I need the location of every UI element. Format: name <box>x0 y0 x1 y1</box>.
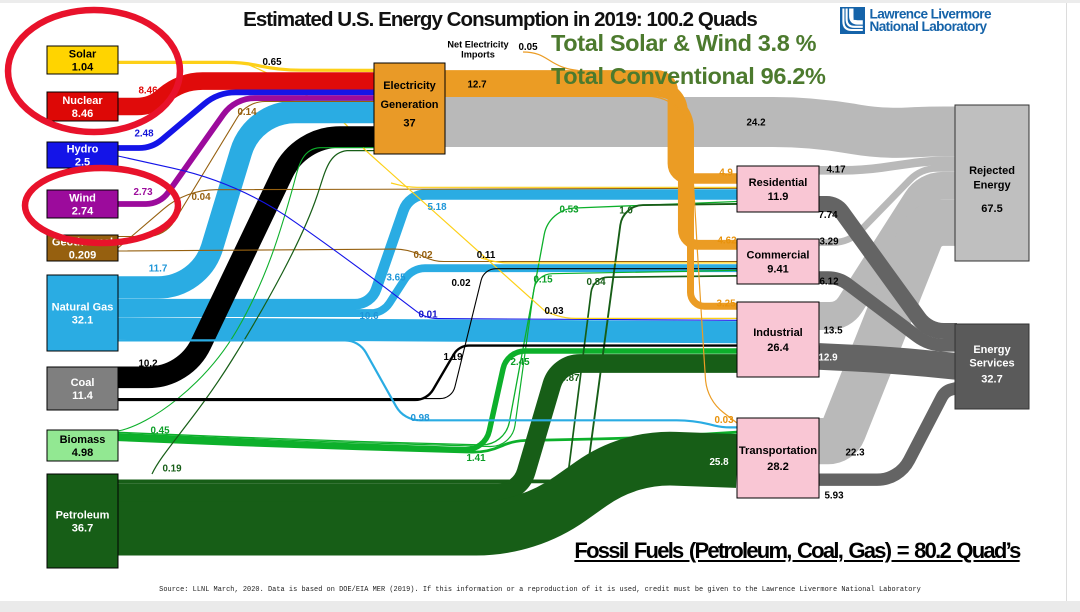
svg-text:4.9: 4.9 <box>719 167 733 178</box>
svg-text:Hydro: Hydro <box>67 143 99 155</box>
svg-text:0.02: 0.02 <box>413 250 433 261</box>
svg-text:2.73: 2.73 <box>133 187 153 198</box>
svg-text:0.14: 0.14 <box>237 107 257 118</box>
svg-text:13.5: 13.5 <box>823 325 843 336</box>
svg-text:5.93: 5.93 <box>824 490 844 501</box>
svg-text:8.87: 8.87 <box>560 373 580 384</box>
svg-text:10.6: 10.6 <box>359 311 379 322</box>
svg-text:Natural Gas: Natural Gas <box>52 301 114 313</box>
svg-text:1.04: 1.04 <box>72 61 94 73</box>
svg-text:22.3: 22.3 <box>845 447 865 458</box>
svg-text:0.03: 0.03 <box>544 306 564 317</box>
svg-text:12.9: 12.9 <box>818 352 838 363</box>
svg-text:0.84: 0.84 <box>586 277 606 288</box>
svg-text:2.5: 2.5 <box>75 156 90 168</box>
svg-text:0.01: 0.01 <box>418 309 438 320</box>
svg-text:Net Electricity: Net Electricity <box>447 40 509 50</box>
svg-text:0.19: 0.19 <box>162 463 182 474</box>
svg-text:0.02: 0.02 <box>451 278 471 289</box>
svg-text:1.41: 1.41 <box>466 453 486 464</box>
svg-text:0.05: 0.05 <box>518 42 538 53</box>
svg-text:Energy: Energy <box>973 344 1011 356</box>
svg-text:Lawrence Livermore: Lawrence Livermore <box>870 7 992 22</box>
svg-text:4.17: 4.17 <box>826 164 846 175</box>
svg-text:1.0: 1.0 <box>619 205 633 216</box>
svg-text:Coal: Coal <box>71 377 95 389</box>
svg-text:0.65: 0.65 <box>262 57 282 68</box>
svg-text:0.45: 0.45 <box>150 425 170 436</box>
svg-text:1.19: 1.19 <box>443 352 463 363</box>
svg-text:0.53: 0.53 <box>559 204 579 215</box>
svg-text:11.4: 11.4 <box>72 390 94 402</box>
svg-text:3.65: 3.65 <box>386 272 406 283</box>
svg-text:9.41: 9.41 <box>767 263 788 275</box>
svg-text:4.62: 4.62 <box>717 235 737 246</box>
svg-text:11.9: 11.9 <box>768 191 789 203</box>
svg-text:4.98: 4.98 <box>72 447 93 459</box>
svg-text:2.48: 2.48 <box>134 128 154 139</box>
svg-text:Generation: Generation <box>380 99 438 111</box>
svg-text:32.7: 32.7 <box>981 374 1002 386</box>
svg-text:Imports: Imports <box>461 50 495 60</box>
svg-text:5.18: 5.18 <box>427 202 447 213</box>
svg-text:24.2: 24.2 <box>746 117 766 128</box>
svg-text:3.29: 3.29 <box>819 236 839 247</box>
svg-text:36.7: 36.7 <box>72 522 93 534</box>
svg-text:0.11: 0.11 <box>477 250 496 261</box>
svg-text:2.74: 2.74 <box>72 205 94 217</box>
svg-text:8.46: 8.46 <box>72 108 93 120</box>
svg-text:Nuclear: Nuclear <box>62 95 103 107</box>
svg-text:Industrial: Industrial <box>753 327 803 339</box>
svg-text:32.1: 32.1 <box>72 314 93 326</box>
svg-text:Solar: Solar <box>69 48 97 60</box>
svg-text:Electricity: Electricity <box>383 80 436 92</box>
svg-text:Services: Services <box>969 358 1014 370</box>
svg-text:0.98: 0.98 <box>410 413 430 424</box>
svg-text:Petroleum: Petroleum <box>56 509 110 521</box>
svg-text:6.12: 6.12 <box>819 276 839 287</box>
svg-text:10.2: 10.2 <box>138 358 158 369</box>
svg-text:0.03: 0.03 <box>714 415 734 426</box>
svg-text:25.8: 25.8 <box>709 457 729 468</box>
svg-text:0.15: 0.15 <box>533 274 553 285</box>
svg-text:8.46: 8.46 <box>138 85 158 96</box>
svg-text:0.209: 0.209 <box>69 249 97 261</box>
svg-text:Rejected: Rejected <box>969 165 1015 177</box>
svg-text:28.2: 28.2 <box>767 461 789 473</box>
svg-text:3.25: 3.25 <box>716 298 736 309</box>
svg-text:26.4: 26.4 <box>767 342 789 354</box>
svg-text:37: 37 <box>403 118 415 130</box>
svg-text:National Laboratory: National Laboratory <box>870 19 988 34</box>
svg-text:Residential: Residential <box>749 177 808 189</box>
svg-text:Transportation: Transportation <box>739 445 817 457</box>
svg-text:Wind: Wind <box>69 192 96 204</box>
svg-text:Biomass: Biomass <box>60 434 106 446</box>
svg-text:11.7: 11.7 <box>149 263 168 274</box>
svg-text:2.45: 2.45 <box>510 357 530 368</box>
svg-text:7.74: 7.74 <box>818 210 838 221</box>
svg-text:Commercial: Commercial <box>747 249 810 261</box>
svg-text:0.04: 0.04 <box>191 192 211 203</box>
svg-text:Energy: Energy <box>973 180 1011 192</box>
svg-text:67.5: 67.5 <box>981 203 1002 215</box>
svg-text:12.7: 12.7 <box>467 79 487 90</box>
